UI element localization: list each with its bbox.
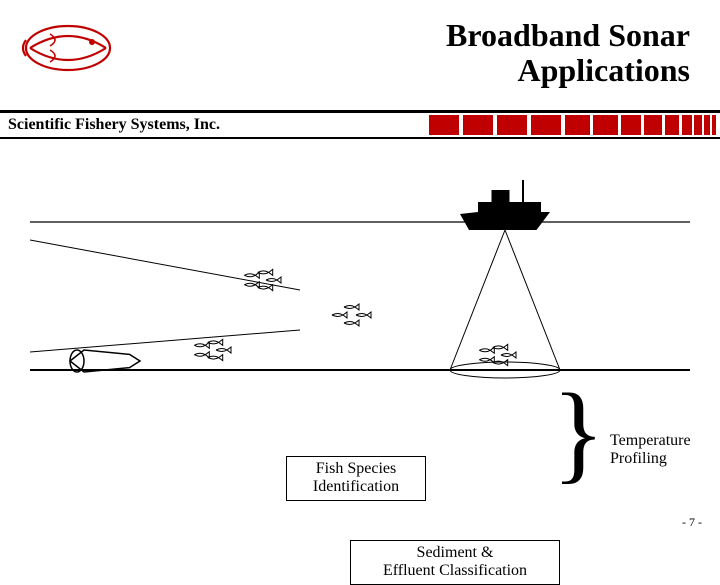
bar-square [704,115,710,135]
bar-square [712,115,716,135]
title-line2: Applications [446,53,690,88]
bar-square [565,115,590,135]
bar-square [682,115,692,135]
bar-square [463,115,493,135]
company-name: Scientific Fishery Systems, Inc. [0,116,220,134]
bar-rule-bottom [0,137,720,140]
bar-square [694,115,702,135]
label-temp-l2: Profiling [610,450,691,468]
bar-square [644,115,662,135]
company-bar: Scientific Fishery Systems, Inc. [0,110,720,139]
brace-icon: } [552,388,605,476]
label-temperature: Temperature Profiling [610,432,691,469]
bar-squares [220,113,720,137]
label-fish-l1: Fish Species [295,460,417,478]
title-line1: Broadband Sonar [446,18,690,53]
bar-square [497,115,527,135]
label-fish-species: Fish Species Identification [286,456,426,501]
label-sediment: Sediment & Effluent Classification [350,540,560,585]
bar-square [593,115,618,135]
label-fish-l2: Identification [295,478,417,496]
bar-square [531,115,561,135]
bar-square [665,115,679,135]
slide-title: Broadband Sonar Applications [446,18,690,88]
label-sed-l1: Sediment & [359,544,551,562]
bar-square [429,115,459,135]
company-logo [20,20,115,75]
bar-mid: Scientific Fishery Systems, Inc. [0,113,720,137]
bar-square [621,115,641,135]
label-sed-l2: Effluent Classification [359,562,551,580]
page-number: - 7 - [682,515,702,530]
label-temp-l1: Temperature [610,432,691,450]
